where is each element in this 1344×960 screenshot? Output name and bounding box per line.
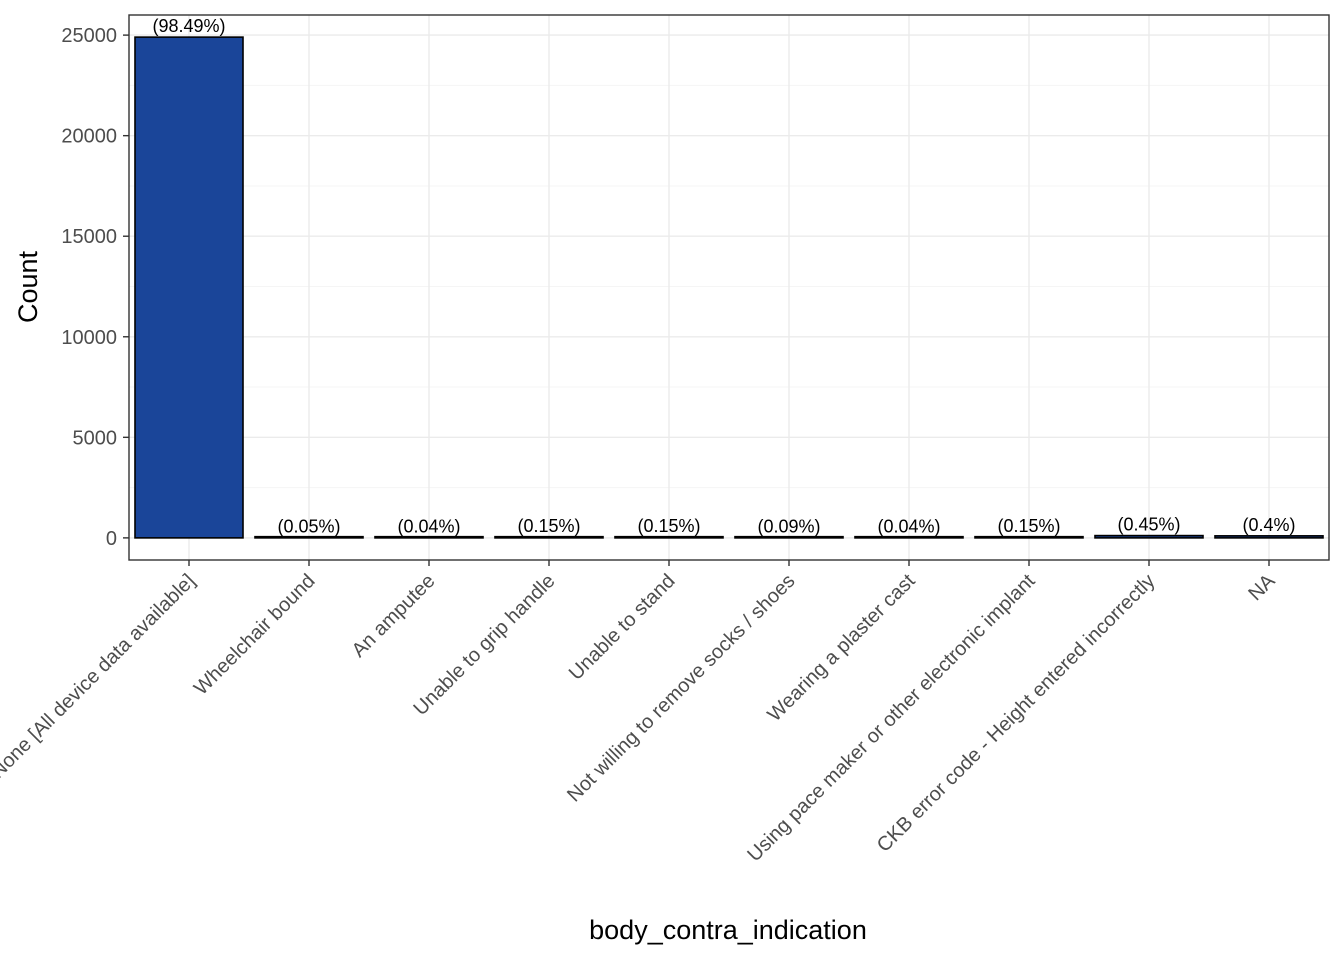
bars [134,36,1324,539]
y-tick-label: 20000 [61,126,117,148]
x-tick-label: None [All device data available] [0,570,200,783]
bar-label-5: (0.15%) [637,516,700,536]
y-tick-label: 10000 [61,327,117,349]
bar-4 [494,535,604,539]
y-tick-label: 0 [106,528,117,550]
bar-labels: (98.49%) (0.05%) (0.04%) (0.15%) (0.15%) (0.0… [152,16,1295,537]
bar-label-10: (0.4%) [1242,515,1295,535]
bar-label-9: (0.45%) [1117,515,1180,535]
x-axis: None [All device data available]Wheelcha… [0,560,1280,866]
x-tick-label: Wheelchair bound [190,570,320,700]
bar-label-3: (0.04%) [397,517,460,537]
bar-3 [374,535,484,539]
y-axis-title: Count [13,250,43,323]
bar-label-2: (0.05%) [277,517,340,537]
bar-1 [134,36,244,539]
bar-label-4: (0.15%) [517,516,580,536]
bar-10 [1214,535,1324,539]
bar-9 [1094,534,1204,539]
x-tick-label: An amputee [348,570,440,662]
bar-6 [734,535,844,539]
x-tick-label: Not willing to remove socks / shoes [563,570,799,806]
bar-7 [854,535,964,539]
y-axis: 0 5000 10000 15000 20000 25000 [61,25,129,550]
x-tick-label: CKB error code - Height entered incorrec… [873,570,1160,857]
x-tick-label: NA [1244,570,1280,606]
panel-border [128,14,1330,561]
bar-label-1: (98.49%) [152,16,225,36]
x-tick-label: Unable to stand [565,570,680,685]
bar-5 [614,535,724,539]
bar-8 [974,535,1084,539]
y-tick-label: 15000 [61,226,117,248]
bar-label-6: (0.09%) [757,516,820,536]
grid-lines [129,15,1329,560]
bar-2 [254,535,364,539]
y-tick-label: 5000 [73,427,118,449]
x-axis-title: body_contra_indication [589,915,867,945]
y-tick-label: 25000 [61,25,117,47]
bar-label-8: (0.15%) [997,516,1060,536]
bar-label-7: (0.04%) [877,517,940,537]
